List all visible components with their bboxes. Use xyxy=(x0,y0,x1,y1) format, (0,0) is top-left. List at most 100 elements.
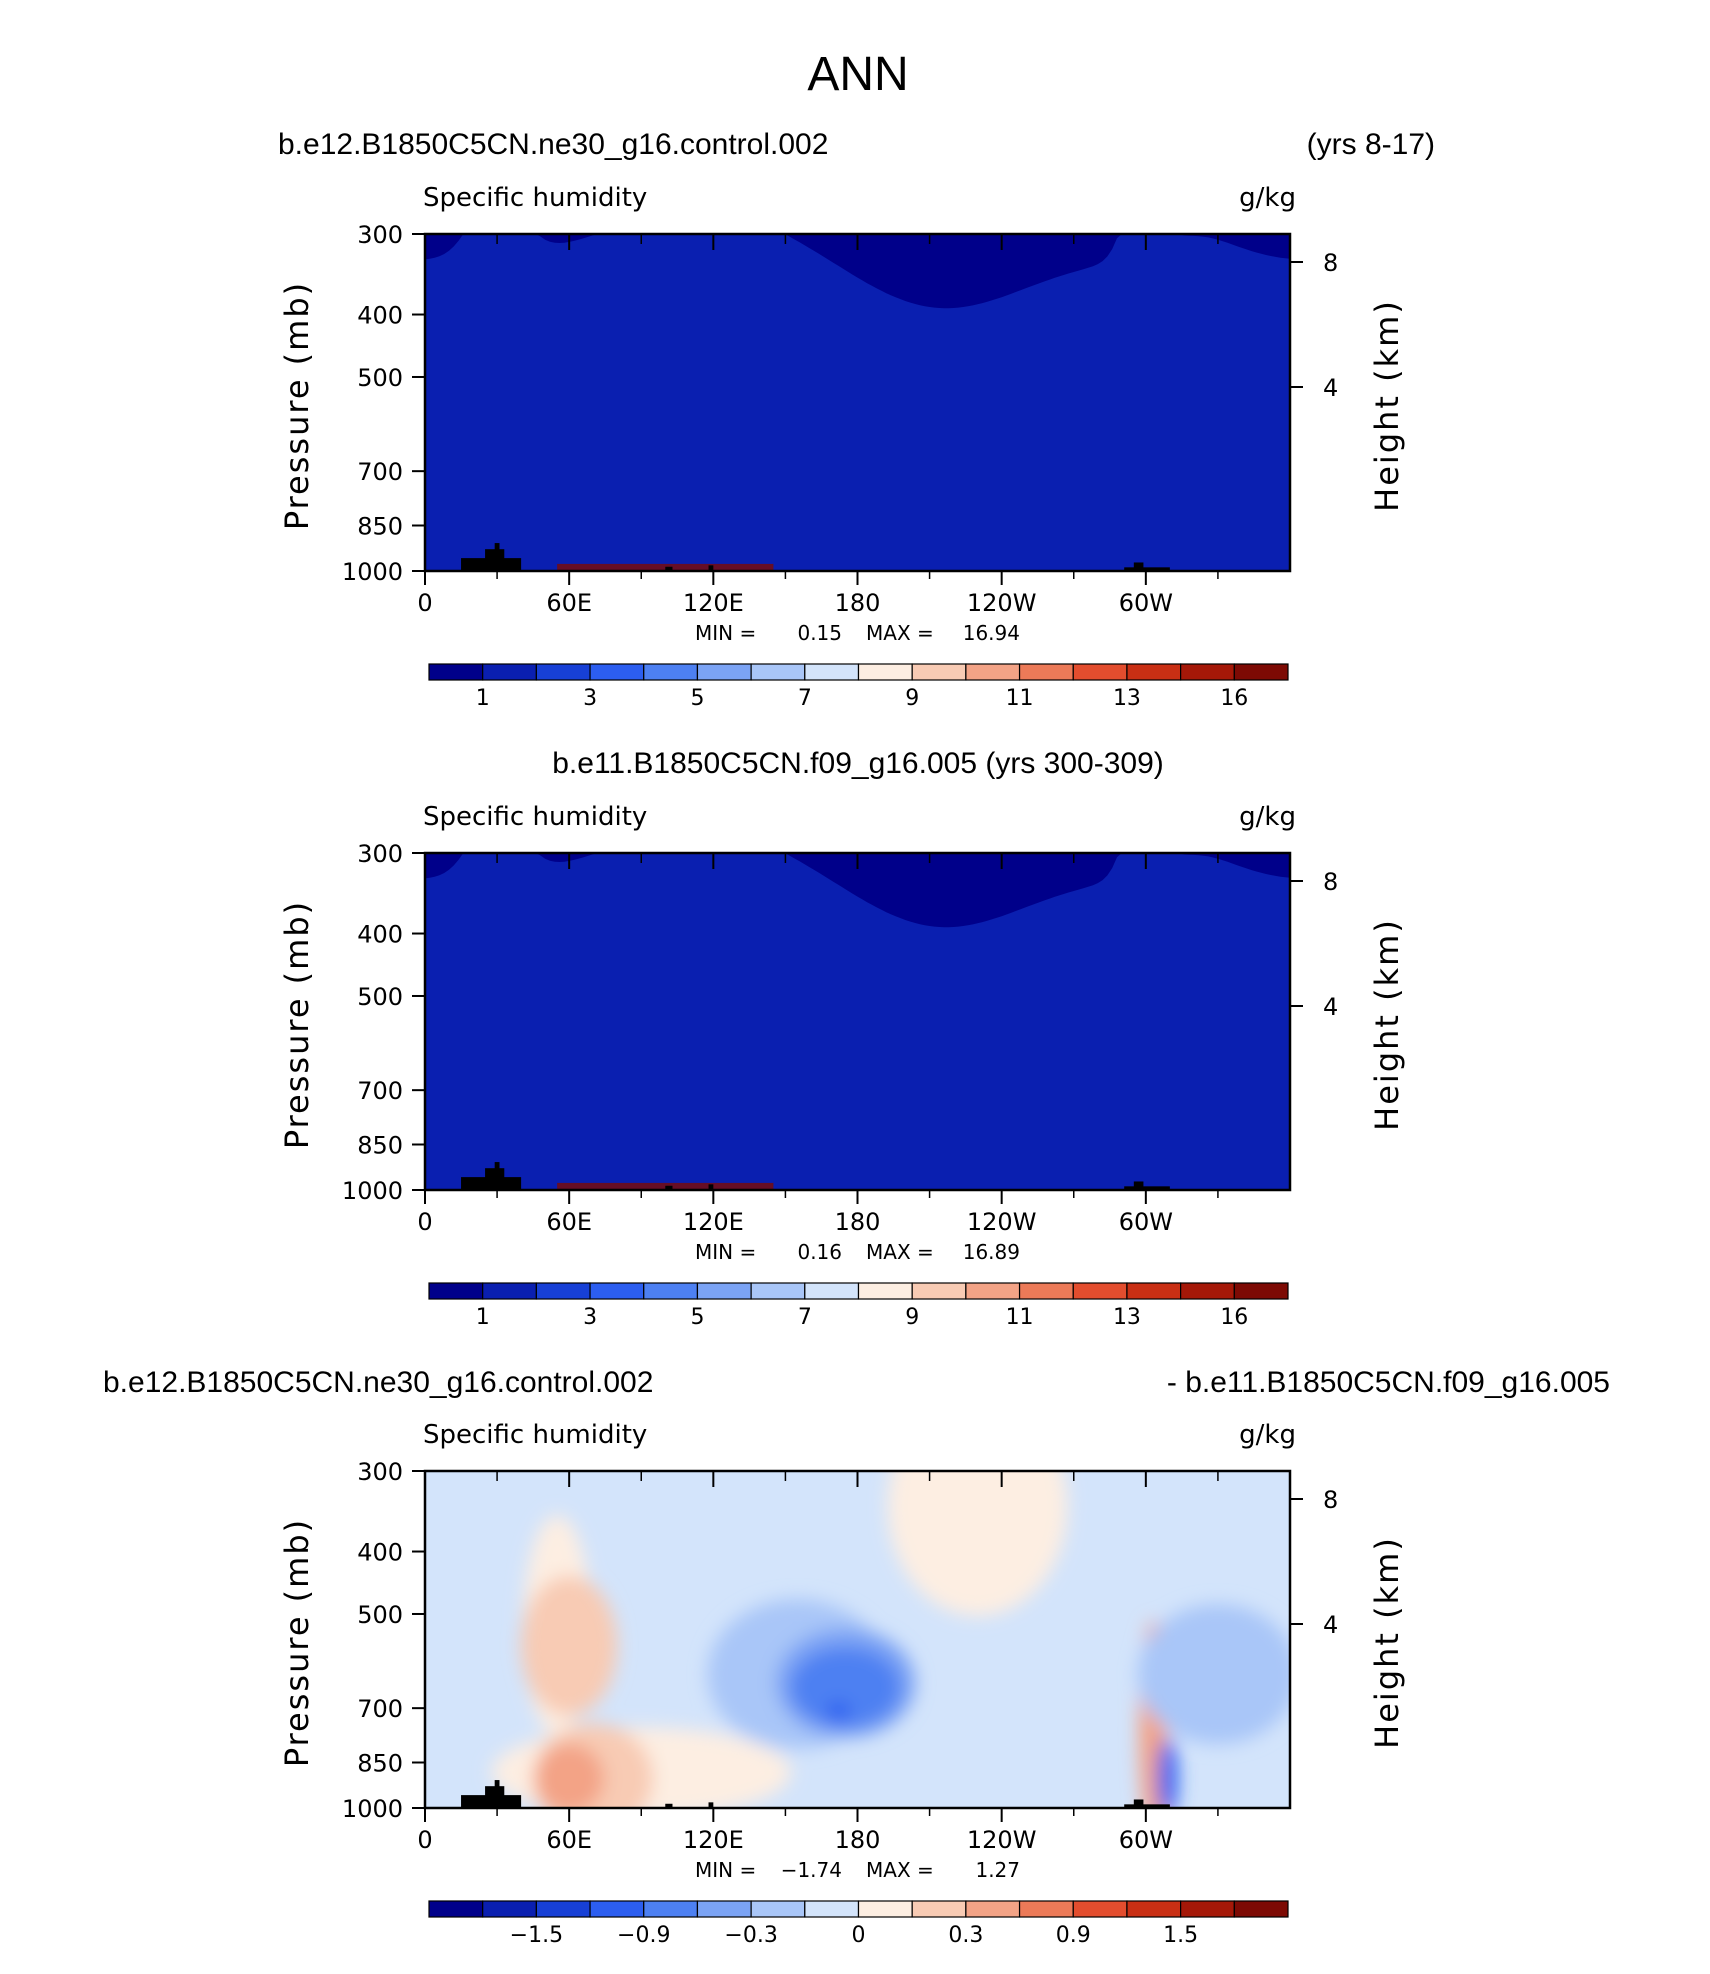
colorbar-swatch xyxy=(643,1900,699,1918)
topography-block xyxy=(1133,1181,1144,1190)
panel-variable-label: Specific humidity xyxy=(423,1420,647,1450)
panel-variable-label: Specific humidity xyxy=(423,183,647,213)
max-label: MAX = xyxy=(866,621,934,645)
colorbar-swatch xyxy=(589,663,645,681)
x-tick-label: 60E xyxy=(546,589,592,617)
colorbar-label: 3 xyxy=(583,1305,597,1330)
colorbar-label: 11 xyxy=(1006,1305,1034,1330)
topography-block xyxy=(708,1802,714,1808)
topography-block xyxy=(708,1184,714,1190)
colorbar-swatch xyxy=(696,1282,752,1300)
y-axis-right-label: Height (km) xyxy=(1368,918,1406,1131)
panel-variable-label: Specific humidity xyxy=(423,802,647,832)
colorbar-label: 0.3 xyxy=(948,1923,983,1948)
x-tick-label: 120E xyxy=(683,1826,744,1854)
colorbar-swatch xyxy=(1018,1282,1074,1300)
y-tick-label: 500 xyxy=(357,364,403,392)
panel2-axes: Specific humidity g/kg3004005007008501000… xyxy=(278,802,1406,1330)
contour-band xyxy=(425,234,1290,571)
y-tick-label: 700 xyxy=(357,458,403,486)
x-tick-label: 0 xyxy=(417,1826,432,1854)
x-tick-label: 60E xyxy=(546,1208,592,1236)
topography-block xyxy=(494,1162,500,1190)
topography-block xyxy=(1133,1799,1144,1808)
topography-block xyxy=(494,543,500,571)
colorbar-swatch xyxy=(1126,1282,1182,1300)
min-value: 0.15 xyxy=(797,621,842,645)
y-tick-label: 400 xyxy=(357,1539,403,1567)
y-tick-label: 300 xyxy=(357,221,403,249)
y-right-tick-label: 8 xyxy=(1323,1486,1338,1514)
colorbar: −1.5 −0.9 −0.3 0 0.3 0.9 1.5 xyxy=(428,1900,1289,1948)
colorbar-swatch xyxy=(696,663,752,681)
colorbar-label: −0.9 xyxy=(617,1923,670,1948)
colorbar-swatch xyxy=(965,663,1021,681)
panel-units-label: g/kg xyxy=(1239,1420,1296,1450)
colorbar-swatch xyxy=(965,1282,1021,1300)
colorbar-label: −1.5 xyxy=(510,1923,563,1948)
colorbar-swatch xyxy=(750,1900,806,1918)
x-tick-label: 120W xyxy=(967,589,1037,617)
colorbar-swatch xyxy=(589,1900,645,1918)
max-label: MAX = xyxy=(866,1240,934,1264)
y-tick-label: 500 xyxy=(357,1601,403,1629)
y-axis-label: Pressure (mb) xyxy=(278,900,316,1149)
topography-block xyxy=(1124,567,1170,571)
colorbar-swatch xyxy=(911,1282,967,1300)
colorbar-swatch xyxy=(1072,1900,1128,1918)
y-tick-label: 500 xyxy=(357,983,403,1011)
topography-block xyxy=(665,1185,673,1190)
anomaly-patch xyxy=(790,1647,901,1728)
colorbar-swatch xyxy=(1180,1282,1235,1300)
colorbar-label: 0.9 xyxy=(1056,1923,1091,1948)
y-right-tick-label: 4 xyxy=(1323,993,1338,1021)
y-tick-label: 700 xyxy=(357,1695,403,1723)
max-value: 16.94 xyxy=(963,621,1020,645)
colorbar-swatch xyxy=(911,663,967,681)
contour-band xyxy=(425,853,1290,1190)
colorbar-label: 13 xyxy=(1113,1305,1141,1330)
colorbar-label: 11 xyxy=(1006,686,1034,711)
panel1-axes: Specific humidity g/kg3004005007008501000… xyxy=(278,183,1406,711)
colorbar-swatch xyxy=(857,663,913,681)
colorbar-swatch xyxy=(1072,663,1128,681)
panel1-header-left: b.e12.B1850C5CN.ne30_g16.control.002 xyxy=(278,128,828,161)
y-tick-label: 850 xyxy=(357,513,403,541)
panel3-topography xyxy=(461,1780,1170,1808)
y-axis-right-label: Height (km) xyxy=(1368,299,1406,512)
x-tick-label: 120W xyxy=(967,1208,1037,1236)
x-tick-label: 0 xyxy=(417,1208,432,1236)
anomaly-patch xyxy=(1137,1604,1290,1745)
anomaly-patch xyxy=(887,1471,1068,1617)
y-axis-right-label: Height (km) xyxy=(1368,1536,1406,1749)
min-label: MIN = xyxy=(695,1240,756,1264)
colorbar-swatch xyxy=(1072,1282,1128,1300)
colorbar-label: 16 xyxy=(1220,1305,1248,1330)
colorbar-swatch xyxy=(1126,1900,1182,1918)
y-tick-label: 400 xyxy=(357,302,403,330)
x-tick-label: 120E xyxy=(683,1208,744,1236)
colorbar-swatch xyxy=(857,1282,913,1300)
colorbar-swatch xyxy=(535,1900,591,1918)
panel3-header-right: - b.e11.B1850C5CN.f09_g16.005 xyxy=(1167,1366,1610,1399)
min-label: MIN = xyxy=(695,1858,756,1882)
y-tick-label: 1000 xyxy=(342,1795,403,1823)
panel1-header-right: (yrs 8-17) xyxy=(1307,128,1435,161)
x-tick-label: 180 xyxy=(835,589,881,617)
x-tick-label: 180 xyxy=(835,1826,881,1854)
topography-block xyxy=(494,1780,500,1808)
colorbar-swatch xyxy=(1233,663,1289,681)
topography-block xyxy=(665,566,673,571)
colorbar-label: 1 xyxy=(476,686,490,711)
panel2-header: b.e11.B1850C5CN.f09_g16.005 (yrs 300-309… xyxy=(552,747,1164,780)
y-tick-label: 300 xyxy=(357,840,403,868)
colorbar-swatch xyxy=(643,663,699,681)
colorbar-label: 5 xyxy=(690,1305,704,1330)
topography-block xyxy=(665,1803,673,1808)
y-tick-label: 1000 xyxy=(342,558,403,586)
x-tick-label: 60W xyxy=(1119,589,1173,617)
colorbar-label: 16 xyxy=(1220,686,1248,711)
panel1-topography xyxy=(461,543,1170,571)
y-right-tick-label: 8 xyxy=(1323,249,1338,277)
x-tick-label: 0 xyxy=(417,589,432,617)
